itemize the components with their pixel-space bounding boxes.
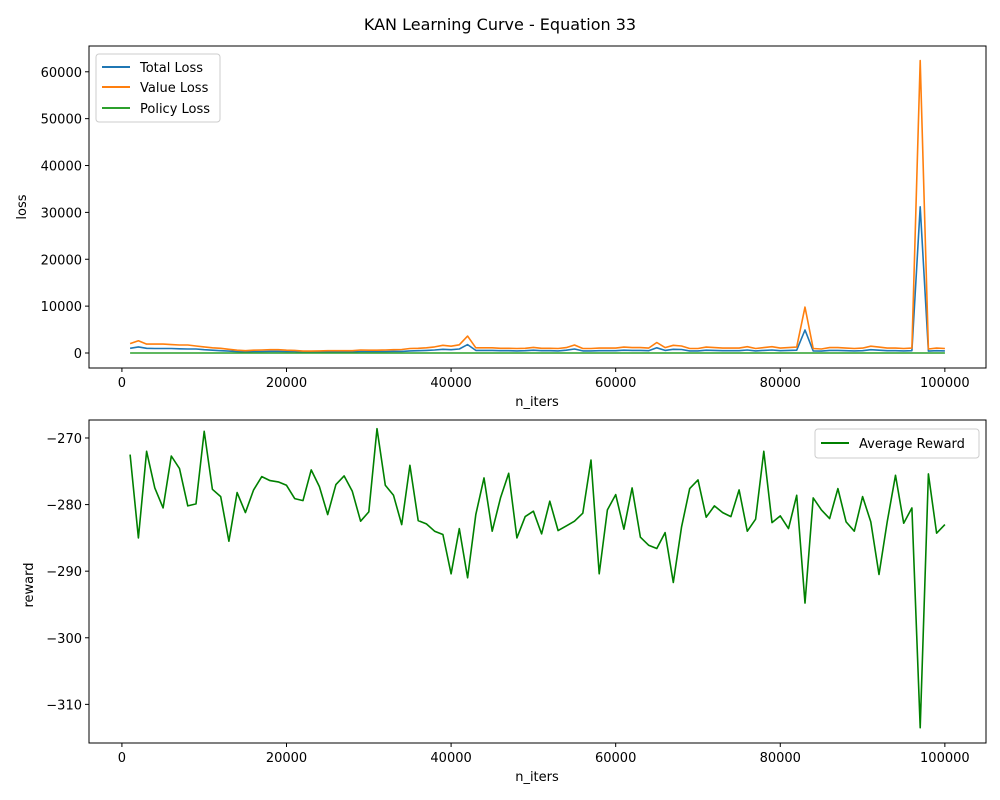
loss-y-axis-label: loss (15, 194, 30, 219)
x-tick-label: 100000 (920, 376, 970, 391)
loss-axes-frame (88, 45, 987, 369)
x-tick-label: 40000 (430, 376, 471, 391)
loss-legend: Total Loss Value Loss Policy Loss (95, 53, 221, 123)
x-tick-label: 80000 (760, 376, 801, 391)
reward-legend: Average Reward (814, 428, 980, 459)
x-tick-label: 80000 (760, 751, 801, 766)
y-tick-label: −300 (46, 632, 82, 647)
legend-label-policy-loss: Policy Loss (140, 102, 210, 117)
reward-panel: 0 20000 40000 60000 80000 100000 −310 −300 −290… (22, 419, 987, 785)
reward-y-axis-label: reward (22, 562, 37, 607)
x-tick-label: 20000 (266, 751, 307, 766)
loss-panel: 0 20000 40000 60000 80000 100000 0 10000 20000 3… (15, 45, 987, 410)
reward-legend-box (814, 428, 980, 459)
loss-x-axis-label: n_iters (515, 395, 559, 410)
legend-label-total-loss: Total Loss (139, 61, 203, 76)
reward-axes-frame (88, 419, 987, 744)
y-tick-label: 20000 (41, 253, 82, 268)
loss-plot-area (129, 59, 945, 354)
x-tick-label: 20000 (266, 376, 307, 391)
series-line-total-loss (129, 206, 945, 353)
y-tick-label: 40000 (41, 160, 82, 175)
y-tick-label: 60000 (41, 66, 82, 81)
y-tick-label: −270 (46, 432, 82, 447)
loss-x-axis-ticks: 0 20000 40000 60000 80000 100000 (118, 368, 970, 391)
y-tick-label: 50000 (41, 113, 82, 128)
y-tick-label: −280 (46, 499, 82, 514)
x-tick-label: 100000 (920, 751, 970, 766)
series-line-average-reward (129, 427, 946, 729)
reward-y-axis-ticks: −310 −300 −290 −280 −270 (46, 432, 89, 713)
legend-label-value-loss: Value Loss (140, 81, 209, 96)
loss-y-axis-ticks: 0 10000 20000 30000 40000 50000 60000 (41, 66, 89, 362)
x-tick-label: 60000 (595, 376, 636, 391)
reward-x-axis-ticks: 0 20000 40000 60000 80000 100000 (118, 743, 970, 766)
series-line-value-loss (129, 59, 945, 352)
x-tick-label: 60000 (595, 751, 636, 766)
loss-legend-box (95, 53, 221, 123)
reward-plot-area (129, 427, 946, 729)
y-tick-label: −310 (46, 698, 82, 713)
y-tick-label: 30000 (41, 206, 82, 221)
y-tick-label: 10000 (41, 300, 82, 315)
legend-label-average-reward: Average Reward (859, 437, 965, 452)
x-tick-label: 0 (118, 376, 126, 391)
reward-x-axis-label: n_iters (515, 770, 559, 785)
y-tick-label: 0 (74, 347, 82, 362)
y-tick-label: −290 (46, 565, 82, 580)
figure-title: KAN Learning Curve - Equation 33 (364, 15, 636, 34)
x-tick-label: 40000 (430, 751, 471, 766)
x-tick-label: 0 (118, 751, 126, 766)
